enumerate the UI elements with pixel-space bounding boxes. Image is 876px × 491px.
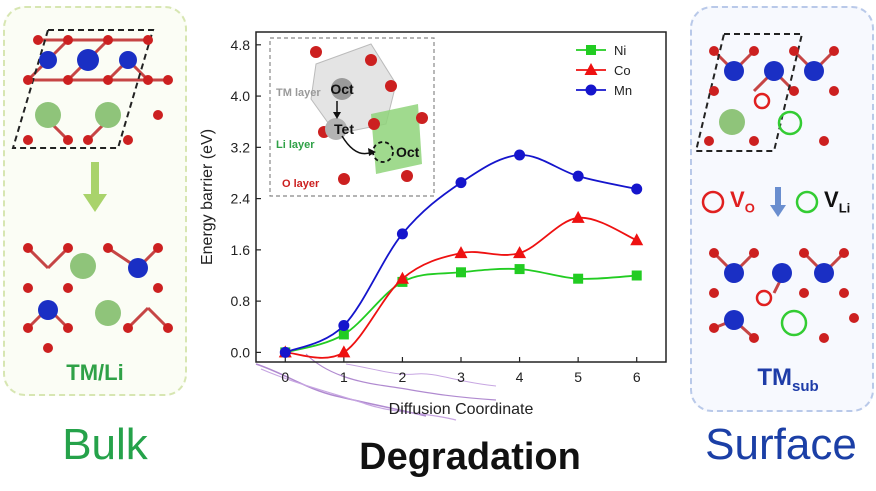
data-point-co: [571, 210, 585, 223]
x-tick-label: 5: [574, 369, 582, 385]
bulk-heading: Bulk: [62, 420, 148, 469]
data-point-co: [395, 271, 409, 284]
inset-li-layer: Li layer: [276, 139, 315, 151]
data-point-co: [337, 345, 351, 358]
bulk-bottom-structure: [23, 243, 173, 353]
y-tick-label: 0.0: [231, 344, 251, 360]
surface-bottom-structure: [709, 248, 859, 343]
y-axis-label: Energy barrier (eV): [199, 129, 216, 265]
bulk-caption: TM/Li: [66, 360, 124, 385]
legend-label-ni: Ni: [614, 43, 626, 58]
vli-label: VLi: [824, 187, 851, 216]
surface-top-structure: [694, 33, 839, 152]
data-point-mn: [514, 149, 526, 161]
x-tick-label: 1: [340, 369, 348, 385]
x-tick-label: 4: [516, 369, 524, 385]
energy-barrier-chart: 0.0 0.8 1.6 2.4 3.2 4.0 4.8 0 1 2 3 4 5 6 Diffusion C…: [199, 31, 667, 421]
chart-axes: 0.0 0.8 1.6 2.4 3.2 4.0 4.8 0 1 2 3 4 5 6: [231, 37, 641, 385]
data-point-ni: [631, 270, 642, 281]
degradation-heading: Degradation: [359, 436, 581, 478]
data-point-ni: [338, 329, 349, 340]
data-point-ni: [514, 264, 525, 275]
data-point-mn: [631, 183, 643, 195]
data-point-co: [630, 233, 644, 246]
bulk-down-arrow: [83, 162, 107, 212]
x-axis-label: Diffusion Coordinate: [389, 401, 534, 418]
legend-marker-co: [584, 63, 598, 75]
data-point-co: [454, 246, 468, 259]
data-point-mn: [455, 177, 467, 189]
surface-down-arrow: [770, 187, 786, 217]
data-point-mn: [396, 228, 408, 240]
inset-oct-bottom: Oct: [396, 144, 420, 160]
data-point-mn: [572, 170, 584, 182]
data-point-mn: [279, 346, 291, 358]
surface-caption: TMsub: [757, 364, 819, 395]
data-point-ni: [456, 267, 466, 278]
surface-heading: Surface: [705, 420, 857, 469]
data-point-mn: [338, 319, 350, 331]
x-tick-label: 0: [281, 369, 289, 385]
migration-inset: TM layer Li layer O layer Oct Tet Oct: [269, 37, 435, 197]
legend-label-co: Co: [614, 63, 631, 78]
y-tick-label: 4.8: [231, 37, 251, 53]
series-line-ni: [285, 267, 637, 354]
vacancy-legend: VO VLi: [700, 185, 870, 219]
y-tick-label: 2.4: [231, 191, 251, 207]
y-tick-label: 4.0: [231, 88, 251, 104]
chart-legend: Ni Co Mn: [576, 43, 632, 98]
x-tick-label: 3: [457, 369, 465, 385]
bulk-top-structure: [11, 29, 173, 149]
vo-symbol-icon: [701, 190, 725, 214]
chart-series: [278, 149, 644, 359]
x-tick-label: 2: [399, 369, 407, 385]
vli-symbol-icon: [795, 190, 819, 214]
y-tick-label: 0.8: [231, 293, 251, 309]
data-point-co: [513, 246, 527, 259]
inset-oct-top: Oct: [330, 81, 354, 97]
inset-tm-layer: TM layer: [276, 87, 321, 99]
vo-label: VO: [730, 187, 755, 216]
y-tick-label: 1.6: [231, 242, 251, 258]
y-tick-label: 3.2: [231, 139, 251, 155]
inset-tet: Tet: [334, 121, 354, 137]
data-point-ni: [573, 273, 584, 284]
x-tick-label: 6: [633, 369, 641, 385]
crack-decoration: [255, 353, 497, 421]
legend-marker-mn: [585, 84, 597, 96]
legend-marker-ni: [586, 45, 596, 55]
inset-o-layer: O layer: [282, 178, 320, 190]
legend-label-mn: Mn: [614, 83, 632, 98]
